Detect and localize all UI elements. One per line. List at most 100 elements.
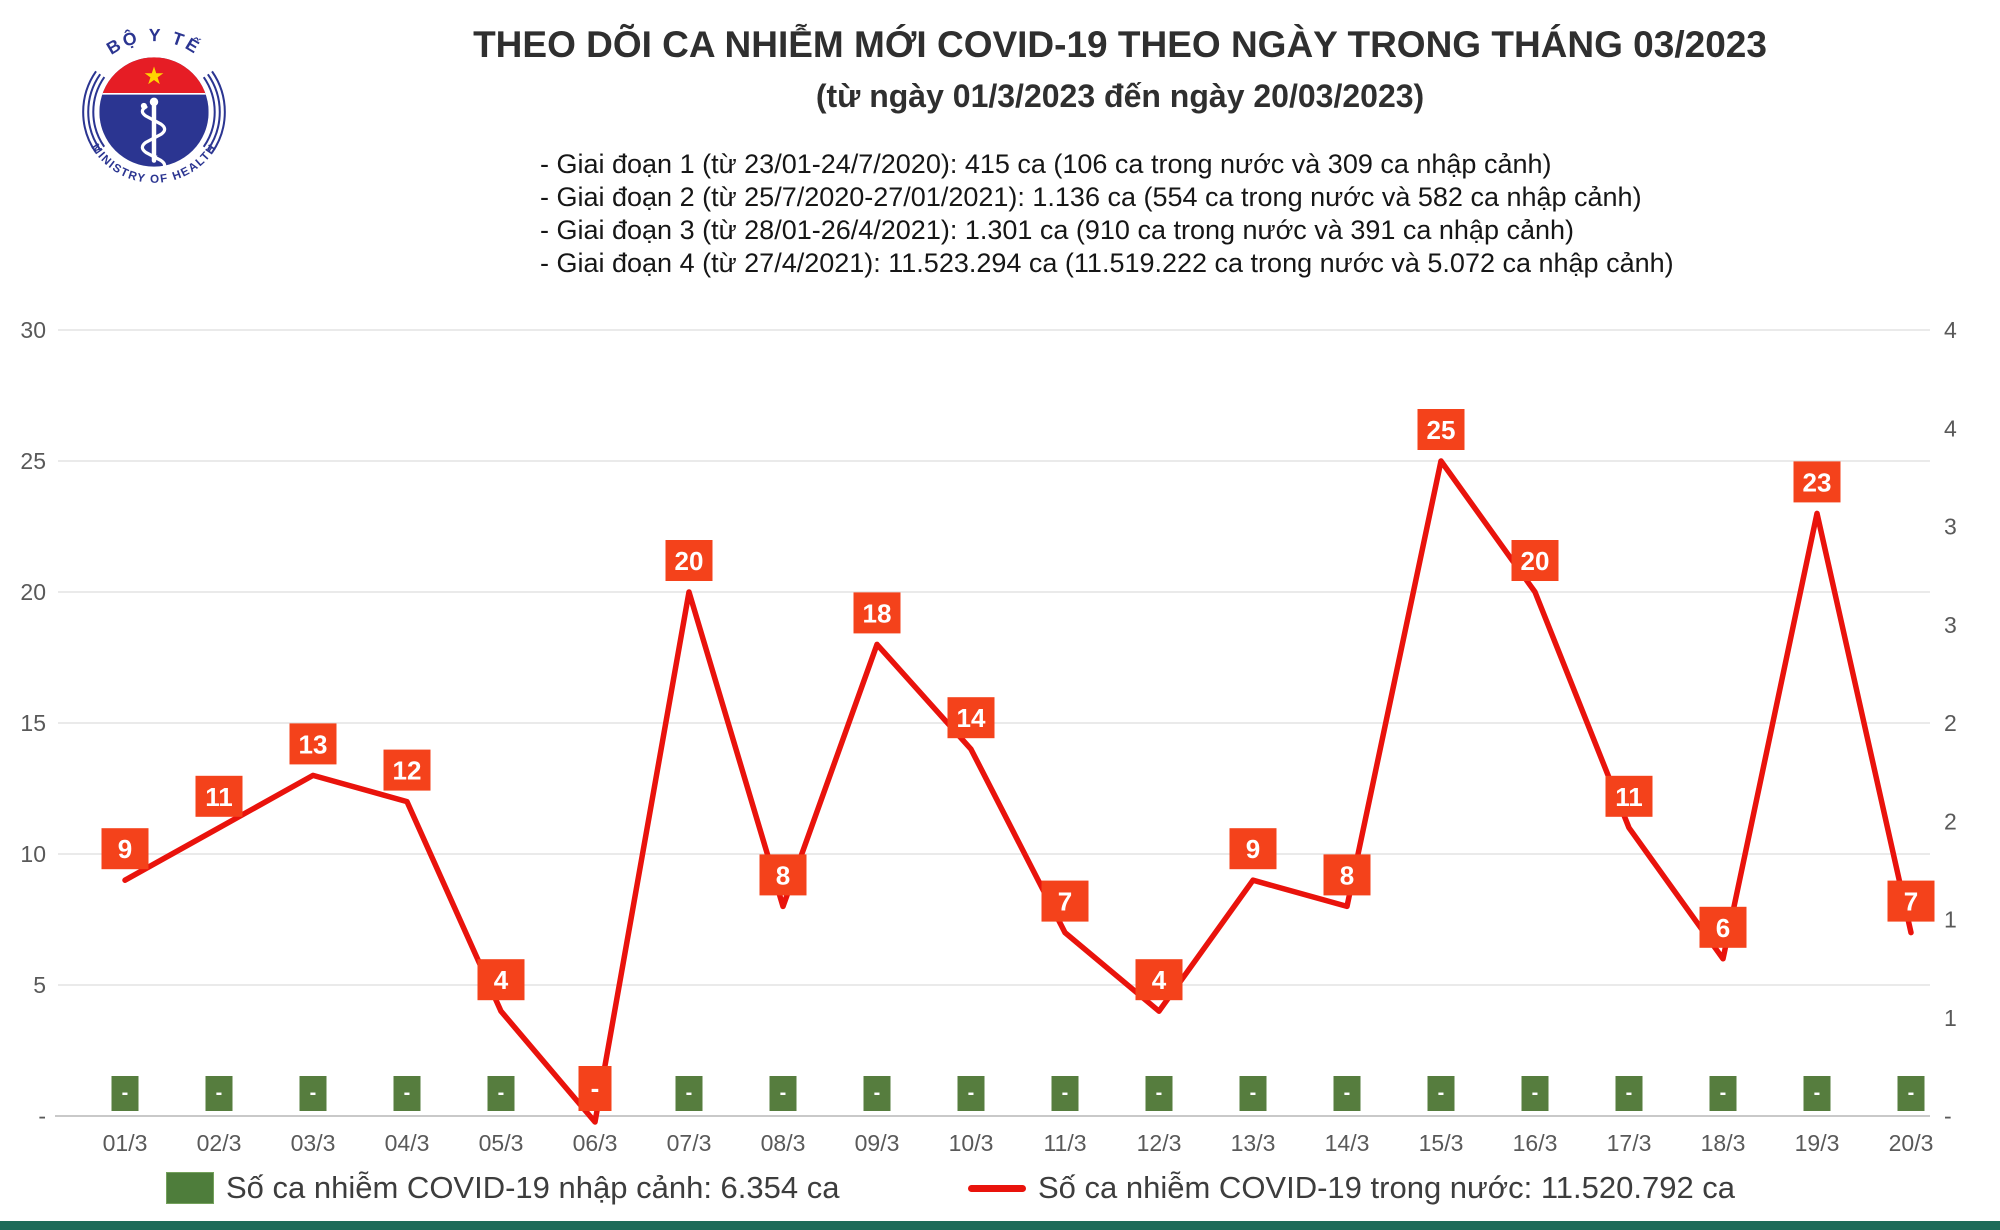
- svg-text:-: -: [1344, 1082, 1351, 1104]
- logo-caduceus-icon: [140, 97, 167, 177]
- svg-text:8: 8: [1340, 860, 1354, 890]
- domestic-cases-label-boxes: 9 11 13 12 4 - 20 8 18 14 7 4 9 8 25 20 11 6 23 7: [101, 409, 1935, 1111]
- domestic-cases-line: [122, 458, 1914, 1125]
- svg-text:17/3: 17/3: [1607, 1130, 1652, 1156]
- legend-item-domestic: Số ca nhiễm COVID-19 trong nước: 11.520.…: [968, 1165, 1735, 1211]
- svg-text:-: -: [780, 1082, 787, 1104]
- svg-text:20: 20: [675, 546, 704, 576]
- ministry-of-health-logo: ★ BỘ Y TẾ MINISTRY OF HEALTH: [82, 25, 226, 186]
- svg-text:1: 1: [1944, 907, 1957, 933]
- svg-text:10: 10: [20, 841, 46, 867]
- svg-text:8: 8: [776, 860, 790, 890]
- svg-text:01/3: 01/3: [103, 1130, 148, 1156]
- svg-text:18/3: 18/3: [1701, 1130, 1746, 1156]
- svg-text:20: 20: [20, 579, 46, 605]
- svg-text:30: 30: [20, 317, 46, 343]
- svg-text:14/3: 14/3: [1325, 1130, 1370, 1156]
- svg-text:06/3: 06/3: [573, 1130, 618, 1156]
- chart-title: THEO DÕI CA NHIỄM MỚI COVID-19 THEO NGÀY…: [473, 24, 1767, 65]
- phase-3-annotation: - Giai đoạn 3 (từ 28/01-26/4/2021): 1.30…: [540, 215, 1575, 245]
- logo-star-icon: ★: [143, 63, 165, 90]
- phase-4-annotation: - Giai đoạn 4 (từ 27/4/2021): 11.523.294…: [540, 248, 1674, 278]
- svg-text:1: 1: [1944, 1005, 1957, 1031]
- svg-text:02/3: 02/3: [197, 1130, 242, 1156]
- svg-text:5: 5: [33, 972, 46, 998]
- svg-text:18: 18: [863, 598, 892, 628]
- svg-text:3: 3: [1944, 612, 1957, 638]
- svg-text:07/3: 07/3: [667, 1130, 712, 1156]
- svg-text:09/3: 09/3: [855, 1130, 900, 1156]
- svg-text:-: -: [592, 1082, 599, 1104]
- logo-top-text: BỘ Y TẾ: [103, 25, 203, 59]
- imported-cases-swatch-icon: [166, 1172, 214, 1204]
- svg-text:20: 20: [1521, 546, 1550, 576]
- svg-text:-: -: [1250, 1082, 1257, 1104]
- svg-text:04/3: 04/3: [385, 1130, 430, 1156]
- svg-text:20/3: 20/3: [1889, 1130, 1934, 1156]
- svg-text:11: 11: [1615, 782, 1643, 812]
- svg-text:25: 25: [20, 448, 46, 474]
- left-axis-labels: 30 25 20 15 10 5 -: [20, 317, 46, 1129]
- legend-domestic-label: Số ca nhiễm COVID-19 trong nước: 11.520.…: [1038, 1170, 1736, 1205]
- domestic-cases-swatch-icon: [968, 1184, 1026, 1192]
- phase-1-annotation: - Giai đoạn 1 (từ 23/01-24/7/2020): 415 …: [540, 149, 1552, 179]
- svg-text:-: -: [1532, 1082, 1539, 1104]
- svg-text:13/3: 13/3: [1231, 1130, 1276, 1156]
- svg-text:14: 14: [957, 703, 986, 733]
- svg-text:2: 2: [1944, 808, 1957, 834]
- svg-text:-: -: [38, 1103, 46, 1129]
- svg-text:-: -: [1814, 1082, 1821, 1104]
- svg-text:11/3: 11/3: [1043, 1130, 1086, 1156]
- svg-text:-: -: [404, 1082, 411, 1104]
- svg-text:15: 15: [20, 710, 46, 736]
- svg-text:03/3: 03/3: [291, 1130, 336, 1156]
- svg-text:10/3: 10/3: [949, 1130, 994, 1156]
- svg-text:7: 7: [1058, 887, 1072, 917]
- svg-text:-: -: [1626, 1082, 1633, 1104]
- svg-text:-: -: [216, 1082, 223, 1104]
- svg-text:11: 11: [205, 782, 233, 812]
- svg-text:-: -: [968, 1082, 975, 1104]
- svg-text:16/3: 16/3: [1513, 1130, 1558, 1156]
- svg-text:BỘ Y TẾ: BỘ Y TẾ: [103, 25, 206, 59]
- legend-imported-label: Số ca nhiễm COVID-19 nhập cảnh: 6.354 ca: [226, 1170, 840, 1205]
- gridlines: [58, 329, 1930, 986]
- svg-text:-: -: [686, 1082, 693, 1104]
- imported-cases-label-boxes: --------------------: [111, 1076, 1925, 1111]
- svg-text:-: -: [122, 1082, 129, 1104]
- svg-text:-: -: [874, 1082, 881, 1104]
- svg-text:4: 4: [1152, 965, 1167, 995]
- svg-text:-: -: [1438, 1082, 1445, 1104]
- phase-2-annotation: - Giai đoạn 2 (từ 25/7/2020-27/01/2021):…: [540, 182, 1642, 212]
- chart-legend: Số ca nhiễm COVID-19 nhập cảnh: 6.354 ca…: [0, 1165, 2000, 1211]
- svg-text:-: -: [498, 1082, 505, 1104]
- svg-text:08/3: 08/3: [761, 1130, 806, 1156]
- svg-text:25: 25: [1427, 415, 1456, 445]
- svg-text:-: -: [1062, 1082, 1069, 1104]
- header-block: THEO DÕI CA NHIỄM MỚI COVID-19 THEO NGÀY…: [340, 22, 1900, 115]
- bottom-accent-bar: [0, 1221, 2000, 1230]
- phase-annotations: - Giai đoạn 1 (từ 23/01-24/7/2020): 415 …: [540, 148, 1674, 280]
- x-axis-labels: 01/3 02/3 03/3 04/3 05/3 06/3 07/3 08/3 09/3 10/3…: [103, 1130, 1934, 1156]
- svg-text:12: 12: [393, 756, 422, 786]
- svg-text:15/3: 15/3: [1419, 1130, 1464, 1156]
- svg-text:-: -: [1156, 1082, 1163, 1104]
- svg-text:4: 4: [1944, 415, 1957, 441]
- svg-text:-: -: [1944, 1103, 1952, 1129]
- svg-text:19/3: 19/3: [1795, 1130, 1840, 1156]
- svg-text:9: 9: [118, 834, 132, 864]
- svg-text:13: 13: [299, 729, 328, 759]
- svg-text:9: 9: [1246, 834, 1260, 864]
- svg-text:-: -: [591, 1073, 600, 1103]
- svg-text:6: 6: [1716, 913, 1730, 943]
- svg-text:-: -: [310, 1082, 317, 1104]
- svg-text:05/3: 05/3: [479, 1130, 524, 1156]
- svg-text:12/3: 12/3: [1137, 1130, 1182, 1156]
- svg-text:4: 4: [1944, 317, 1957, 343]
- svg-text:4: 4: [494, 965, 509, 995]
- svg-text:-: -: [1720, 1082, 1727, 1104]
- right-axis-labels: 4 4 3 3 2 2 1 1 -: [1944, 317, 1957, 1129]
- svg-text:7: 7: [1904, 887, 1918, 917]
- svg-text:23: 23: [1803, 467, 1832, 497]
